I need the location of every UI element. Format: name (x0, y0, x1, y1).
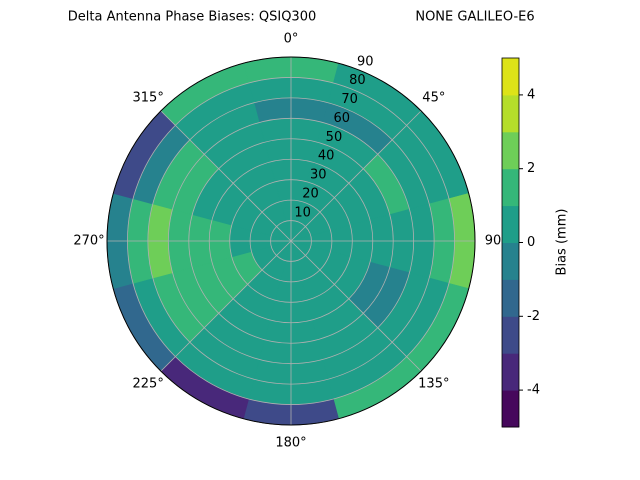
r-tick-label: 50 (326, 130, 343, 145)
grid-spoke (290, 240, 422, 372)
theta-tick-label: 315° (133, 91, 164, 106)
grid-spoke (290, 110, 422, 242)
colorbar-band (502, 131, 519, 170)
colorbar-band (502, 168, 519, 207)
colorbar-band (502, 205, 519, 243)
grid-spoke (160, 110, 292, 242)
colorbar-tick-label: 4 (527, 87, 535, 102)
colorbar-tick-label: 2 (527, 161, 535, 176)
chart-title: Delta Antenna Phase Biases: QSIQ300 (68, 10, 317, 25)
grid-spoke (160, 240, 292, 372)
r-tick-label: 20 (302, 186, 319, 201)
theta-tick-label: 0° (284, 32, 299, 47)
theta-tick-label: 45° (422, 91, 445, 106)
colorbar-band (502, 94, 519, 133)
colorbar-band (502, 242, 519, 280)
r-tick-label: 40 (318, 149, 335, 164)
colorbar-band (502, 279, 519, 317)
r-tick-label: 70 (341, 92, 358, 107)
colorbar-band (502, 390, 519, 428)
r-tick-label: 10 (294, 205, 311, 220)
chart-subtitle: NONE GALILEO-E6 (415, 10, 534, 25)
colorbar-tick-label: 0 (527, 235, 535, 250)
theta-tick-label: 225° (133, 376, 164, 391)
colorbar-label: Bias (mm) (555, 209, 570, 276)
theta-tick-label: 135° (418, 376, 449, 391)
theta-tick-label: 90 (485, 234, 502, 249)
polar-frame (106, 56, 476, 426)
colorbar-band (502, 316, 519, 354)
colorbar-tick-label: -4 (527, 383, 540, 398)
theta-tick-label: 270° (73, 234, 104, 249)
r-tick-label: 30 (310, 168, 327, 183)
r-tick-label: 60 (333, 111, 350, 126)
r-tick-label: 80 (349, 73, 366, 88)
r-tick-label: 90 (357, 54, 374, 69)
theta-tick-label: 180° (275, 436, 306, 451)
colorbar-tick-label: -2 (527, 309, 540, 324)
colorbar-band (502, 58, 519, 96)
colorbar-band (502, 353, 519, 391)
